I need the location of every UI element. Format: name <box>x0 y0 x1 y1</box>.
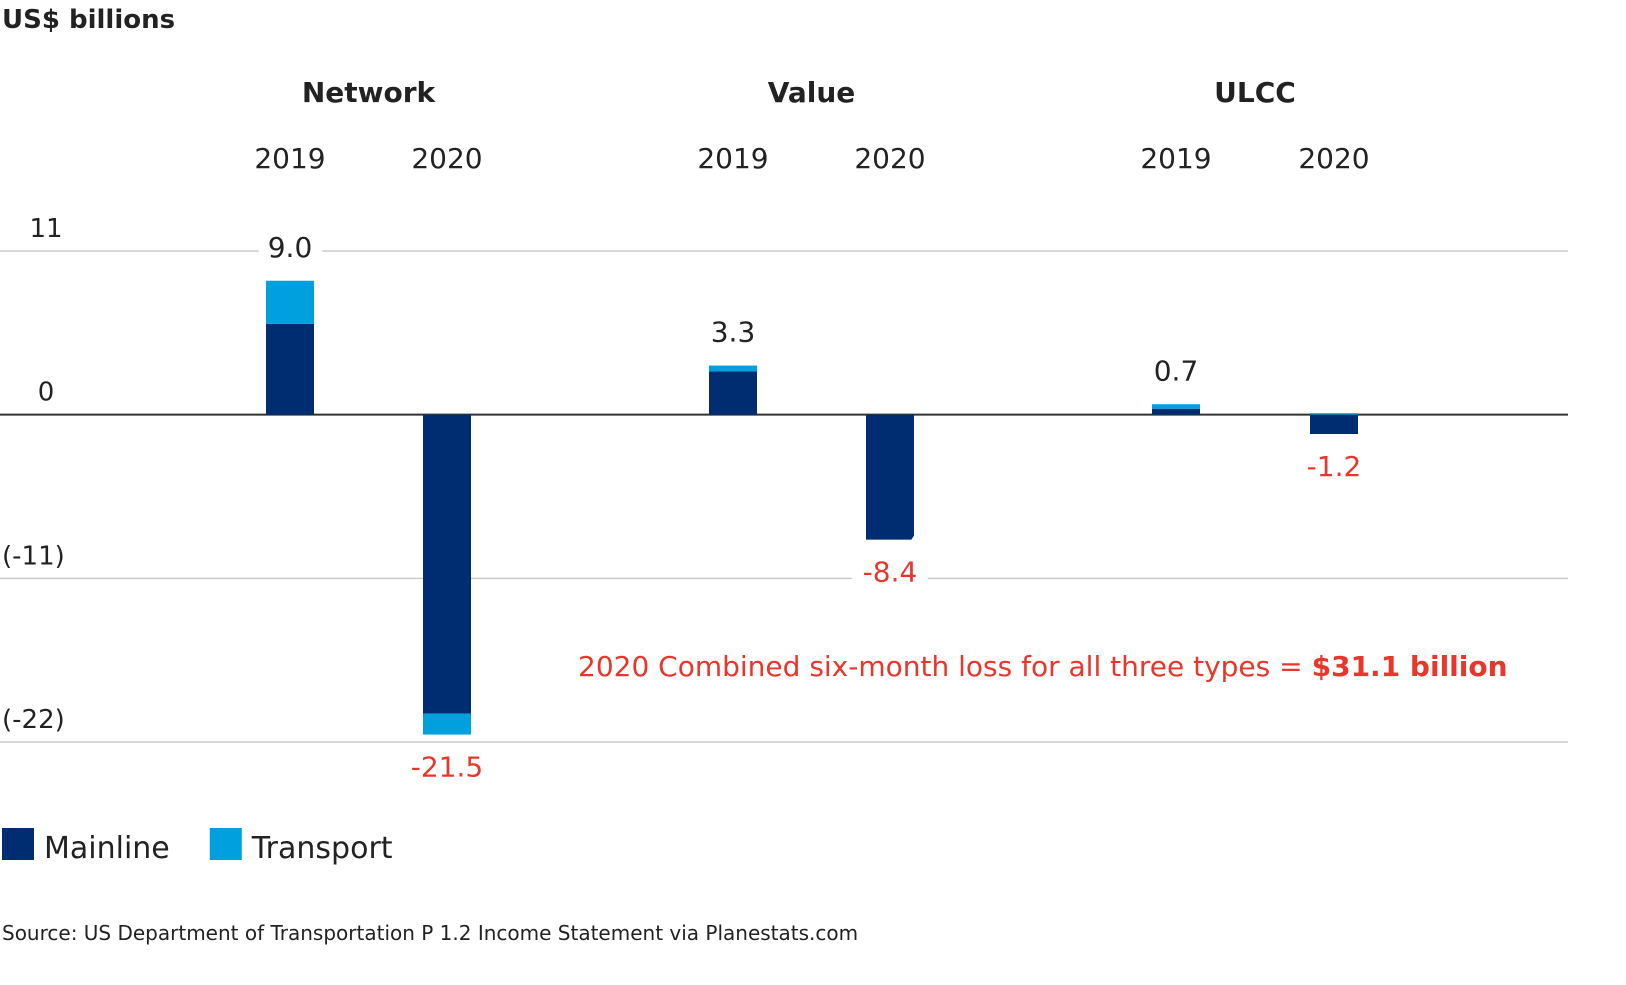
annotation-text: 2020 Combined six-month loss for all thr… <box>578 650 1303 683</box>
legend-swatch <box>209 828 242 860</box>
bar-segment <box>266 280 314 324</box>
group-label: ULCC <box>1214 76 1296 109</box>
bar-segment <box>709 365 757 372</box>
annotation: 2020 Combined six-month loss for all thr… <box>578 650 1508 683</box>
group-label: Network <box>302 76 437 109</box>
annotation-highlight: $31.1 billion <box>1312 650 1508 683</box>
bar-segment <box>1152 404 1200 409</box>
source: Source: US Department of Transportation … <box>2 921 858 945</box>
total-label: -8.4 <box>863 556 918 589</box>
bar-segment <box>1310 414 1358 435</box>
x-tick-label: 2020 <box>411 142 482 175</box>
y-tick-label: (-11) <box>2 541 65 571</box>
y-tick-label: 11 <box>29 214 62 244</box>
legend-label: Transport <box>251 831 393 866</box>
x-tick-label: 2020 <box>1298 142 1369 175</box>
y-tick-label: 0 <box>38 378 55 408</box>
total-label: 3.3 <box>711 316 756 349</box>
bar-segment <box>709 371 757 415</box>
group-label: Value <box>768 76 856 109</box>
bar-segment <box>1152 408 1200 415</box>
bar-segment <box>423 713 471 735</box>
total-label: 0.7 <box>1154 354 1199 387</box>
bar-segment <box>266 323 314 415</box>
legend-label: Mainline <box>44 831 170 866</box>
y-axis-label: US$ billions <box>2 5 175 35</box>
bar-segment <box>866 414 914 540</box>
y-tick-label: (-22) <box>2 705 65 735</box>
total-label: 9.0 <box>268 231 313 264</box>
x-tick-label: 2019 <box>254 142 325 175</box>
x-tick-label: 2020 <box>854 142 925 175</box>
x-tick-label: 2019 <box>1140 142 1211 175</box>
bar-segment <box>1310 413 1358 415</box>
legend-swatch <box>2 828 34 860</box>
x-tick-label: 2019 <box>697 142 768 175</box>
total-label: -1.2 <box>1307 450 1362 483</box>
bar-segment <box>423 414 471 714</box>
total-label: -21.5 <box>411 751 483 784</box>
